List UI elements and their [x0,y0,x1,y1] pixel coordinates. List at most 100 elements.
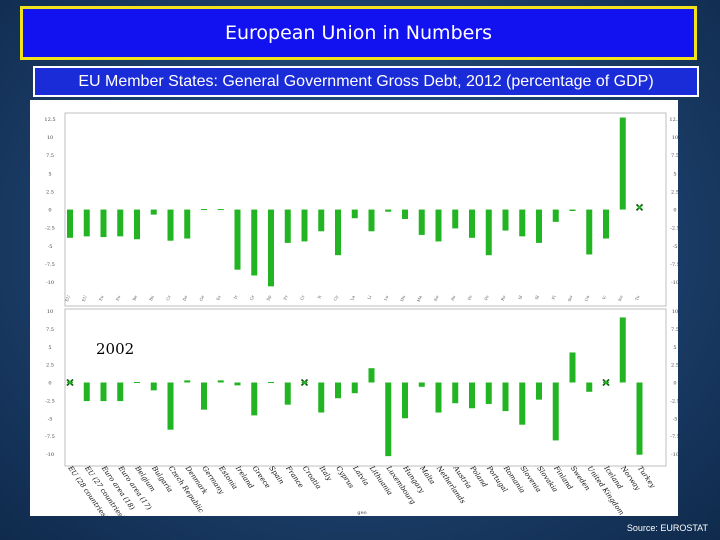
y-tick-label-left: -2.5 [45,398,55,404]
top-x-tick-label: Ma [416,294,423,302]
top-x-tick-label: Ic [601,294,607,300]
top-x-tick-label: Ir [233,295,239,300]
data-bar [619,317,626,383]
data-bar [519,209,526,237]
top-x-tick-label: Cy [332,294,339,301]
data-bar [569,352,576,383]
top-x-tick-label: Eu [98,294,105,301]
bottom-chart-label: 2002 [96,340,134,358]
data-bar [485,382,492,404]
data-marker-dot [302,380,307,385]
top-chart-marks: 12.5 12.5 10 10 7.5 7.5 5 5 2.5 2.5 0 0 -2.5 -2.5 -5 -5… [44,117,680,302]
top-x-tick-label: Ge [198,294,205,302]
y-tick-label-right: -5 [673,416,678,422]
data-bar [351,209,358,219]
data-bar [83,209,90,237]
subtitle-banner: EU Member States: General Government Gro… [33,66,699,97]
data-bar [117,382,124,402]
data-bar [402,382,408,419]
top-x-tick-label: Un [583,294,590,302]
y-tick-label-right: 10 [672,135,678,141]
data-bar [284,382,291,405]
data-marker-dot [68,380,72,385]
data-bar [100,382,107,402]
data-bar [150,382,157,391]
top-x-tick-label: EU [64,294,71,302]
data-bar [502,209,509,231]
y-tick-label-left: -5 [48,416,53,422]
top-x-tick-label: Lu [383,294,390,301]
top-x-tick-label: Fr [282,295,288,301]
top-x-tick-label: Fi [551,294,557,300]
bottom-plot-frame [64,308,667,467]
data-bar [335,382,341,399]
top-x-tick-label: Cz [165,295,171,302]
x-axis-caption: geo [357,510,366,516]
y-tick-label-left: 2.5 [46,189,54,195]
top-x-tick-label: La [349,294,356,301]
data-bar [234,209,241,270]
bottom-chart-marks: 10 10 7.5 7.5 5 5 2.5 2.5 0 0 -2.5 -2.5 -5 -5 -7.5 -7.5… [45,309,680,521]
top-x-tick-label: Sl [517,294,523,300]
data-bar [418,382,425,387]
top-x-tick-label: Tu [634,294,641,301]
page-title: European Union in Numbers [224,22,493,44]
y-tick-label-left: 7.5 [46,153,54,159]
data-bar [167,209,174,241]
data-bar [502,382,509,412]
top-x-tick-label: De [182,294,189,302]
top-x-tick-label: Es [215,295,221,301]
y-tick-label-left: 12.5 [44,117,55,123]
data-bar [603,209,609,239]
y-tick-label-right: 5 [673,171,676,177]
data-bar [418,209,425,235]
data-bar [251,382,258,416]
data-bar [351,382,358,394]
y-tick-label-right: -10 [671,280,678,286]
top-x-tick-label: Bu [148,294,155,301]
top-x-tick-label: Sw [567,294,574,302]
top-x-tick-label: Hu [399,294,406,302]
data-bar [234,382,241,386]
y-tick-label-left: 10 [47,309,53,315]
data-bar [368,368,375,383]
data-bar [469,382,475,409]
data-bar [268,382,274,383]
y-tick-label-right: 10 [672,309,678,315]
data-bar [284,209,291,243]
top-x-tick-label: It [316,294,322,299]
data-bar [619,117,626,210]
chart-subtitle: EU Member States: General Government Gro… [78,72,654,90]
data-bar [519,382,526,425]
data-bar [586,382,593,392]
data-bar [636,382,643,455]
top-x-tick-label: Po [467,294,474,301]
data-bar [184,209,191,239]
top-x-tick-label: Eu [115,294,122,301]
data-bar [217,209,224,211]
y-tick-label-left: 0 [48,381,51,387]
y-tick-label-left: -5 [48,244,53,250]
top-x-tick-label: EU [81,294,88,302]
y-tick-label-left: -2.5 [45,226,55,232]
top-x-tick-label: Sp [265,294,272,301]
y-tick-label-right: -10 [671,452,678,458]
y-tick-label-right: 2.5 [671,363,678,369]
data-bar [586,209,593,255]
data-bar [569,209,576,212]
data-bar [251,209,258,276]
data-bar [552,209,559,222]
data-bar [385,382,392,457]
data-bar [167,382,174,430]
data-bar [452,209,459,229]
data-bar [67,209,73,238]
top-x-tick-label: Be [131,294,138,301]
data-bar [150,209,157,215]
data-bar [385,209,392,212]
top-plot-frame [64,112,667,307]
top-x-tick-label: Po [483,294,490,301]
chart-svg: 2002 geo 12.5 12.5 10 10 7.5 7.5 5 5 2.5 2.5 0 0 -2.… [44,112,681,521]
y-tick-label-left: -7.5 [45,434,55,440]
data-bar [452,382,459,404]
y-tick-label-right: 0 [673,381,676,387]
